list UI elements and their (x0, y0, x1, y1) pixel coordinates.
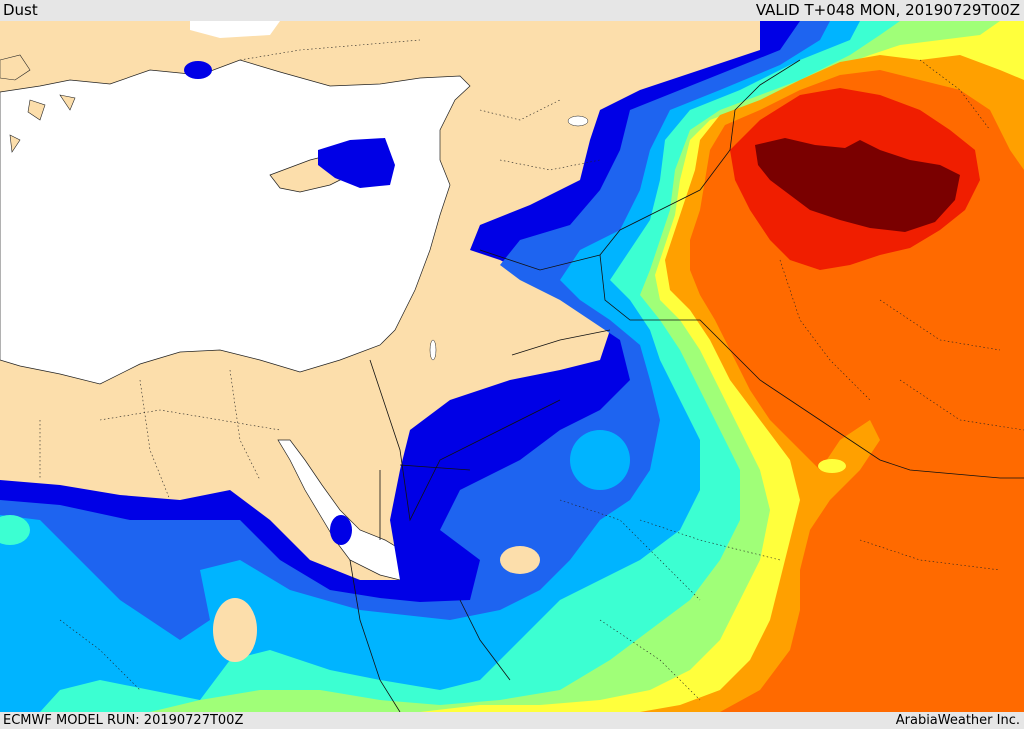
valid-time: VALID T+048 MON, 20190729T00Z (755, 1, 1020, 19)
province-borders (39, 39, 1024, 701)
dust-hole-sudan (213, 598, 257, 662)
dust-bands (0, 21, 1024, 712)
header-bar: Dust VALID T+048 MON, 20190729T00Z (0, 0, 1024, 21)
lake (429, 339, 437, 361)
credit-label: ArabiaWeather Inc. (895, 713, 1020, 728)
dust-blob-black-sea (184, 61, 212, 79)
lake (567, 115, 589, 127)
dust-blob-red-sea (330, 515, 352, 545)
dust-hole-land (570, 430, 630, 490)
black-sea (190, 21, 280, 38)
footer-bar: ECMWF MODEL RUN: 20190727T00Z ArabiaWeat… (0, 712, 1024, 729)
dust-hole-left (0, 515, 30, 545)
model-run-label: ECMWF MODEL RUN: 20190727T00Z (3, 713, 244, 728)
dust-level-10 (755, 138, 960, 232)
dust-blob-cyprus (318, 138, 395, 188)
dust-hole-coast (500, 546, 540, 574)
dust-level-6-eye (818, 459, 846, 473)
product-title: Dust (3, 1, 38, 19)
country-borders (349, 59, 1024, 712)
dust-map (0, 21, 1024, 712)
aegean-islands (0, 54, 76, 153)
